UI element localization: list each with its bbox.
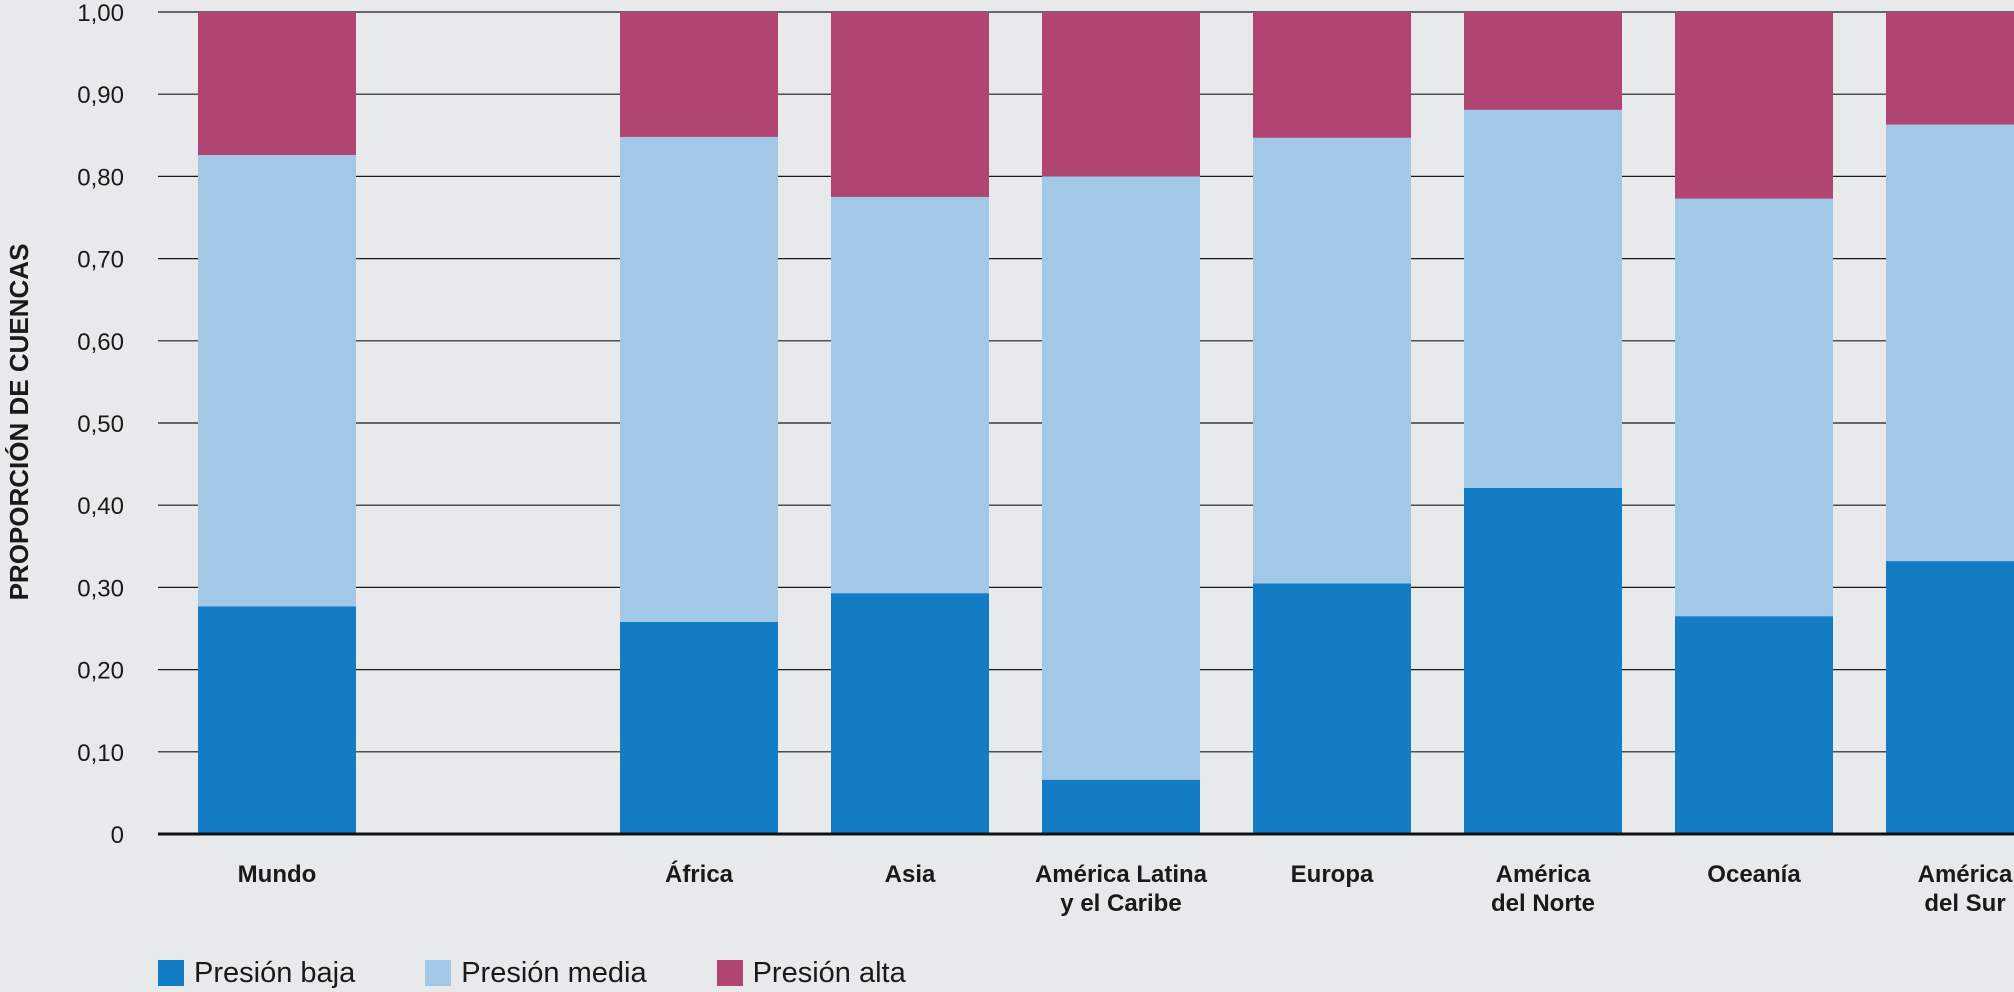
y-tick-label: 0,10 [77, 740, 124, 767]
bar-segment [1464, 487, 1622, 834]
y-tick-label: 1,00 [77, 0, 124, 27]
bar-segment [831, 593, 989, 834]
y-tick-label: 0,30 [77, 575, 124, 602]
y-tick-label: 0 [111, 822, 124, 849]
y-tick-label: 0,50 [77, 411, 124, 438]
stacked-bar-chart: 0 0,10 0,20 0,30 0,40 0,50 0,60 0,70 0,80 0,90 1,0… [4, 0, 2014, 917]
bar-segment [1886, 12, 2014, 125]
legend-item-medium: Presión media [425, 956, 647, 990]
bar-segment [1886, 561, 2014, 834]
bar-segment [831, 12, 989, 197]
legend-item-low: Presión baja [158, 957, 355, 990]
x-tick-label: Oceanía [1707, 861, 1801, 888]
legend: Presión baja Presión media Presión alta [158, 955, 976, 991]
bar-segment [1253, 137, 1411, 584]
legend-label-low: Presión baja [194, 956, 356, 989]
bar-segment [198, 606, 356, 834]
legend-item-high: Presión alta [716, 956, 906, 990]
y-tick-label: 0,40 [77, 493, 124, 520]
x-tick-label: África [665, 860, 734, 888]
x-tick-label: Mundo [238, 861, 317, 888]
x-tick-label: Asia [885, 861, 936, 888]
y-tick-labels: 0 0,10 0,20 0,30 0,40 0,50 0,60 0,70 0,80 0,90 1,0… [77, 0, 124, 849]
legend-label-medium: Presión media [461, 956, 647, 989]
bar-segment [1464, 109, 1622, 488]
bars [198, 12, 2014, 834]
bar-segment [831, 196, 989, 594]
y-axis-label: PROPORCIÓN DE CUENCAS [4, 244, 34, 601]
legend-swatch-low [158, 960, 184, 986]
bar-segment [1886, 124, 2014, 562]
x-tick-label: América del Norte [1491, 861, 1595, 917]
bar-segment [1675, 198, 1833, 617]
bar-segment [1253, 12, 1411, 138]
y-tick-label: 0,60 [77, 329, 124, 356]
x-tick-label: América Latina y el Caribe [1035, 861, 1208, 917]
y-tick-label: 0,20 [77, 658, 124, 685]
y-tick-label: 0,90 [77, 82, 124, 109]
bar-segment [620, 621, 778, 834]
legend-swatch-medium [425, 960, 452, 986]
x-tick-label: América del Sur [1918, 861, 2013, 917]
x-tick-label: Europa [1291, 861, 1374, 888]
bar-segment [198, 155, 356, 607]
legend-label-high: Presión alta [752, 956, 906, 989]
x-tick-labels: Mundo África Asia América Latina y el Caribe… [238, 860, 2013, 917]
bar-segment [1675, 12, 1833, 199]
bar-segment [620, 12, 778, 137]
bar-segment [1464, 12, 1622, 110]
bar-segment [1675, 616, 1833, 834]
bar-segment [1042, 779, 1200, 834]
legend-swatch-high [716, 960, 743, 986]
bar-segment [620, 136, 778, 622]
bar-segment [1253, 583, 1411, 834]
bar-segment [198, 12, 356, 156]
y-tick-label: 0,80 [77, 164, 124, 191]
bar-segment [1042, 176, 1200, 780]
y-tick-label: 0,70 [77, 247, 124, 274]
bar-segment [1042, 12, 1200, 177]
